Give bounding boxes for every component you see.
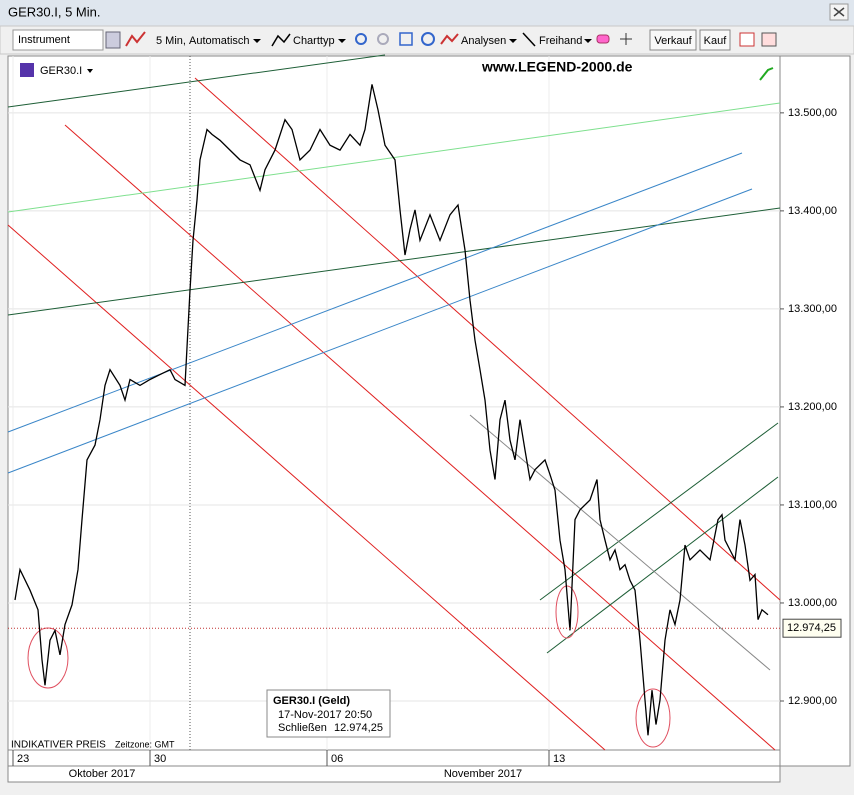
close-icon <box>833 7 845 17</box>
analysis-icon <box>440 33 459 45</box>
month-axis <box>7 765 781 783</box>
blue-trendline <box>7 152 743 433</box>
date-axis <box>7 749 781 767</box>
live-icon <box>759 67 774 81</box>
zoom-in[interactable] <box>355 33 367 45</box>
dropdown-arrow <box>253 39 261 43</box>
interval[interactable]: 5 Min, <box>156 35 186 47</box>
eraser-icon[interactable] <box>596 34 610 44</box>
indicator-icon[interactable] <box>125 31 146 47</box>
fit-icon[interactable] <box>399 32 413 46</box>
y-tick-label: 13.000,00 <box>788 597 837 609</box>
x-tick-label: 06 <box>331 753 343 765</box>
chart-icon[interactable] <box>739 32 755 47</box>
tooltip-title: GER30.I (Geld) <box>273 695 350 707</box>
symbol-icon <box>20 63 34 77</box>
y-tick-label: 13.400,00 <box>788 205 837 217</box>
y-tick-label: 12.900,00 <box>788 695 837 707</box>
green-trendline <box>7 207 781 316</box>
chart-type[interactable]: Charttyp <box>293 35 335 47</box>
symbol[interactable]: GER30.I <box>40 65 82 77</box>
window-title: GER30.I, 5 Min. <box>8 4 100 19</box>
y-tick-label: 13.300,00 <box>788 303 837 315</box>
plot-area <box>7 55 781 751</box>
mode[interactable]: Automatisch <box>189 35 250 47</box>
x-tick-label: 30 <box>154 753 166 765</box>
watermark: www.LEGEND-2000.de <box>481 59 633 75</box>
last-price-box <box>782 618 842 638</box>
sell-button[interactable] <box>649 29 697 51</box>
x-tick-label: 23 <box>17 753 29 765</box>
price-axis <box>779 55 851 767</box>
x-tick-label: 13 <box>553 753 565 765</box>
print-icon[interactable] <box>761 32 777 47</box>
tooltip-close-label: Schließen <box>278 722 327 734</box>
buy-label: Kauf <box>704 35 728 47</box>
last-price-label: 12.974,25 <box>787 622 836 634</box>
title-bar <box>0 0 854 26</box>
green-channel <box>546 476 779 654</box>
month-label: November 2017 <box>444 768 522 780</box>
dropdown-arrow <box>338 39 346 43</box>
charttype-icon <box>271 33 291 47</box>
y-tick-label: 13.100,00 <box>788 499 837 511</box>
tooltip-close-value: 12.974,25 <box>334 722 383 734</box>
buy-button[interactable] <box>699 29 731 51</box>
trendlines <box>7 54 781 751</box>
instrument-input[interactable] <box>12 29 104 51</box>
highlight-circle <box>635 688 671 748</box>
price-line <box>14 84 769 736</box>
y-tick-label: 13.500,00 <box>788 107 837 119</box>
freehand[interactable]: Freihand <box>539 35 582 47</box>
gray-trendline <box>469 414 771 671</box>
red-trendline <box>64 124 776 751</box>
green-trendline <box>7 54 386 108</box>
month-label: Oktober 2017 <box>69 768 136 780</box>
analyses[interactable]: Analysen <box>461 35 506 47</box>
instrument-placeholder: Instrument <box>18 34 70 46</box>
zoom-out[interactable] <box>377 33 389 45</box>
freehand-icon <box>522 32 536 47</box>
dropdown-arrow <box>584 39 592 43</box>
instrument-icon[interactable] <box>105 31 121 49</box>
tooltip-datetime: 17-Nov-2017 20:50 <box>278 709 372 721</box>
timezone: Zeitzone: GMT <box>115 739 175 749</box>
dropdown-arrow <box>87 69 93 73</box>
blue-trendline <box>7 188 753 474</box>
sell-label: Verkauf <box>654 35 692 47</box>
refresh-icon[interactable] <box>421 32 435 46</box>
series-layer <box>14 84 769 736</box>
tooltip <box>266 689 391 738</box>
red-trendline <box>194 77 781 601</box>
footer: INDIKATIVER PREIS <box>11 740 106 751</box>
green-channel <box>539 422 779 601</box>
y-tick-label: 13.200,00 <box>788 401 837 413</box>
dropdown-arrow <box>509 39 517 43</box>
red-trendline <box>7 224 606 751</box>
crosshair-icon[interactable] <box>620 33 632 45</box>
